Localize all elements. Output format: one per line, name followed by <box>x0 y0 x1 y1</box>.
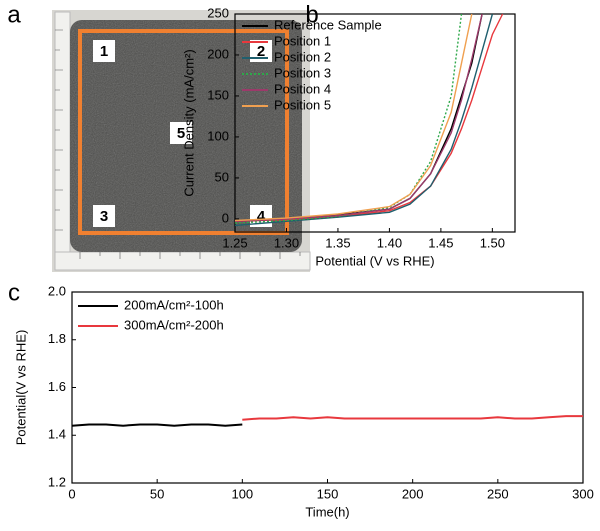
x-tick-label: 1.25 <box>222 235 247 250</box>
panel-label: a <box>7 1 21 28</box>
x-tick-label: 300 <box>572 486 594 501</box>
y-tick-label: 1.2 <box>48 474 66 489</box>
x-axis-label: Time(h) <box>305 504 349 519</box>
y-tick-label: 50 <box>215 169 229 184</box>
y-tick-label: 2.0 <box>48 283 66 298</box>
data-line <box>234 13 483 222</box>
x-tick-label: 1.45 <box>428 235 453 250</box>
y-tick-label: 0 <box>222 210 229 225</box>
x-tick-label: 100 <box>231 486 253 501</box>
legend-label: Position 5 <box>274 97 331 112</box>
x-tick-label: 0 <box>68 486 75 501</box>
x-tick-label: 1.50 <box>480 235 505 250</box>
x-axis-label: Potential (V vs RHE) <box>315 253 434 268</box>
data-line <box>234 13 473 222</box>
position-marker: 5 <box>177 125 185 142</box>
plot-frame <box>234 13 516 233</box>
panel-label: c <box>8 279 20 306</box>
y-tick-label: 1.4 <box>48 427 66 442</box>
photo: 1 2 3 4 5 a <box>7 1 311 272</box>
data-line <box>234 13 494 227</box>
y-tick-label: 150 <box>207 87 229 102</box>
x-tick-label: 200 <box>402 486 424 501</box>
x-tick-label: 150 <box>317 486 339 501</box>
y-axis-label: Potential(V vs RHE) <box>13 330 28 446</box>
y-tick-label: 100 <box>207 128 229 143</box>
legend-label: Reference Sample <box>274 17 382 32</box>
position-marker: 3 <box>100 208 108 225</box>
position-marker: 2 <box>257 43 265 60</box>
position-marker: 1 <box>100 43 108 60</box>
panel-label: b <box>305 1 318 28</box>
legend-label: 200mA/cm²-100h <box>124 297 224 312</box>
y-axis-label: Current Density (mA/cm²) <box>181 49 196 196</box>
legend-label: Position 3 <box>274 65 331 80</box>
data-line <box>242 415 583 421</box>
legend-label: Position 1 <box>274 33 331 48</box>
y-tick-label: 1.8 <box>48 331 66 346</box>
legend-label: 300mA/cm²-200h <box>124 317 224 332</box>
x-tick-label: 50 <box>150 486 164 501</box>
y-tick-label: 250 <box>207 5 229 20</box>
legend-label: Position 4 <box>274 81 331 96</box>
x-tick-label: 250 <box>487 486 509 501</box>
x-tick-label: 1.30 <box>274 235 299 250</box>
x-tick-label: 1.40 <box>377 235 402 250</box>
data-line <box>234 13 463 224</box>
position-marker: 4 <box>257 208 266 225</box>
y-tick-label: 1.6 <box>48 379 66 394</box>
y-tick-label: 200 <box>207 46 229 61</box>
legend-label: Position 2 <box>274 49 331 64</box>
data-line <box>234 13 504 222</box>
data-line <box>71 423 243 427</box>
x-tick-label: 1.35 <box>325 235 350 250</box>
